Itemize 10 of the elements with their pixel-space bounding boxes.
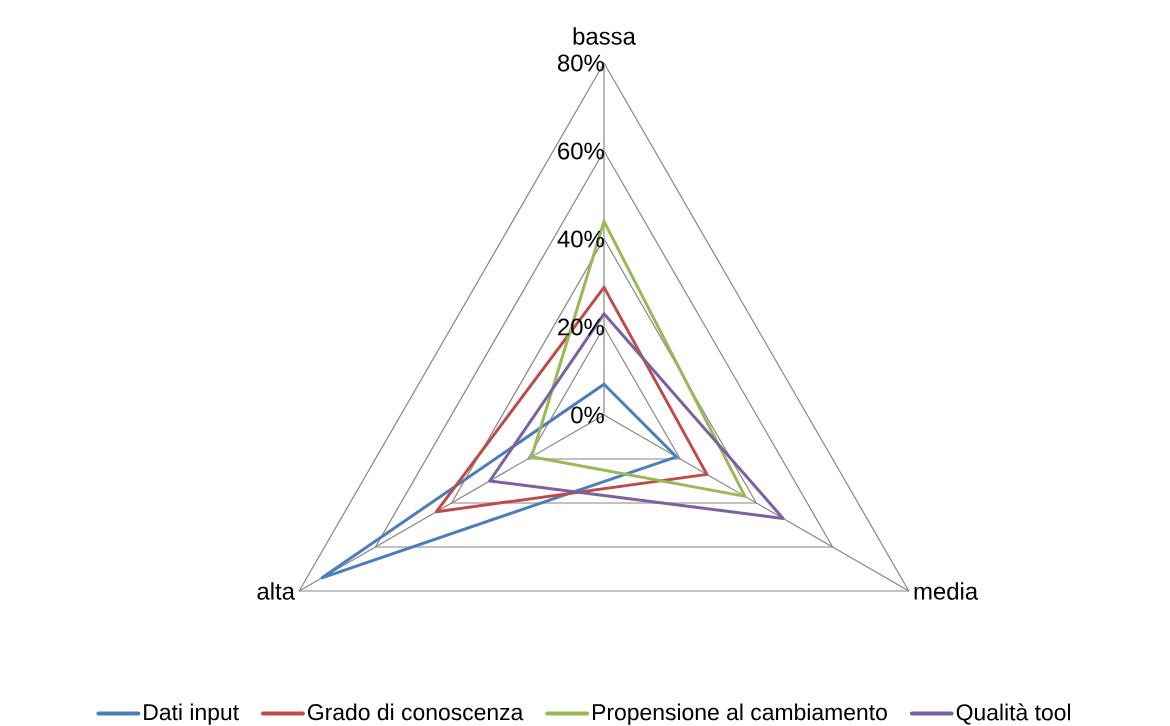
- spoke-label: media: [914, 582, 979, 600]
- legend-label: Qualità tool: [956, 703, 1070, 725]
- y-tick-label: 60%: [558, 142, 604, 160]
- spoke-label: bassa: [573, 27, 636, 45]
- legend-label: Dati input: [144, 703, 239, 725]
- legend-label: Grado di conoscenza: [307, 703, 524, 721]
- y-tick-label: 0%: [571, 406, 604, 424]
- legend-label: Propensione al cambiamento: [592, 703, 887, 725]
- spoke-label: alta: [257, 582, 295, 600]
- y-tick-label: 80%: [557, 54, 604, 72]
